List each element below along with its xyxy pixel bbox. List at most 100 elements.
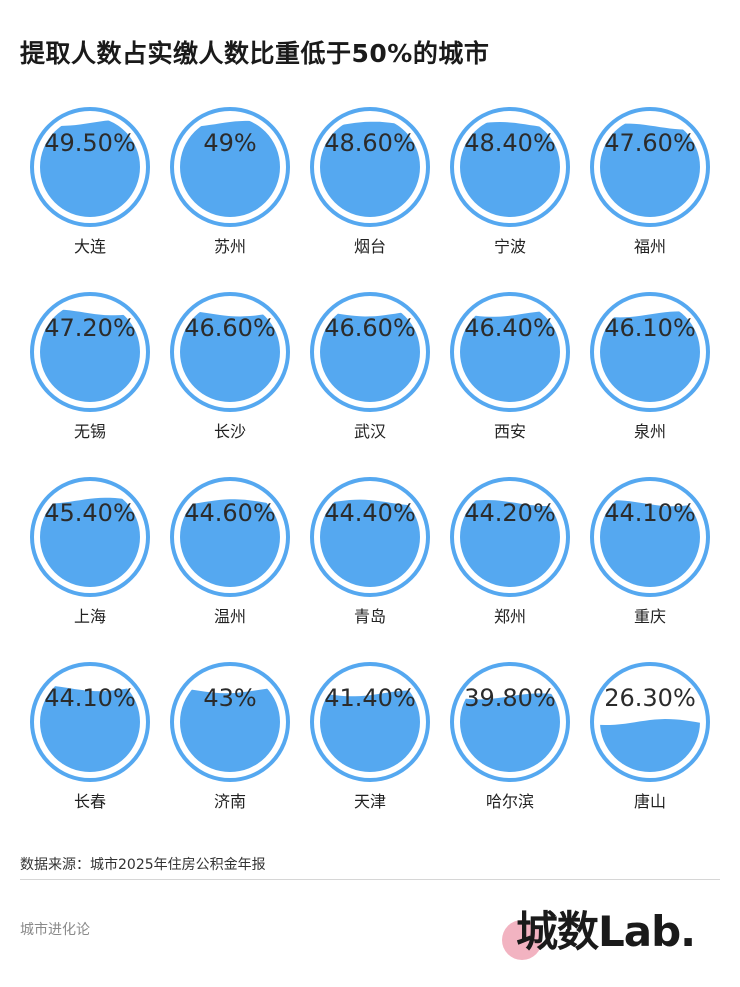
city-label: 武汉 bbox=[353, 422, 386, 441]
water-fill bbox=[460, 500, 560, 587]
value-label: 26.30% bbox=[604, 684, 696, 712]
water-fill bbox=[40, 685, 140, 772]
liquid-gauge: 43% bbox=[170, 662, 290, 782]
liquid-gauge: 26.30% bbox=[590, 662, 710, 782]
water-fill bbox=[600, 500, 700, 587]
gauge-item: 49% 苏州 bbox=[160, 105, 300, 290]
value-label: 47.60% bbox=[604, 129, 696, 157]
gauge-item: 26.30% 唐山 bbox=[580, 660, 720, 845]
value-label: 44.40% bbox=[324, 499, 416, 527]
gauge-item: 46.40% 西安 bbox=[440, 290, 580, 475]
liquid-gauge: 44.10% bbox=[30, 662, 150, 782]
value-label: 48.40% bbox=[464, 129, 556, 157]
liquid-gauge: 48.40% bbox=[450, 107, 570, 227]
liquid-gauge: 49% bbox=[170, 107, 290, 227]
value-label: 49.50% bbox=[44, 129, 136, 157]
liquid-gauge: 49.50% bbox=[30, 107, 150, 227]
gauge-item: 46.60% 武汉 bbox=[300, 290, 440, 475]
gauge-item: 46.60% 长沙 bbox=[160, 290, 300, 475]
water-fill bbox=[320, 121, 420, 217]
gauge-item: 46.10% 泉州 bbox=[580, 290, 720, 475]
liquid-gauge: 46.60% bbox=[170, 292, 290, 412]
gauge-item: 49.50% 大连 bbox=[20, 105, 160, 290]
value-label: 46.10% bbox=[604, 314, 696, 342]
value-label: 46.40% bbox=[464, 314, 556, 342]
gauge-item: 48.40% 宁波 bbox=[440, 105, 580, 290]
water-fill bbox=[180, 310, 280, 402]
gauge-item: 45.40% 上海 bbox=[20, 475, 160, 660]
value-label: 47.20% bbox=[44, 314, 136, 342]
city-label: 唐山 bbox=[633, 792, 666, 811]
water-fill bbox=[180, 687, 280, 772]
logo: 城数Lab. bbox=[502, 894, 722, 964]
liquid-gauge: 46.60% bbox=[310, 292, 430, 412]
city-label: 温州 bbox=[213, 607, 246, 626]
city-label: 天津 bbox=[353, 792, 386, 811]
value-label: 49% bbox=[203, 129, 256, 157]
water-fill bbox=[40, 309, 140, 402]
gauge-item: 48.60% 烟台 bbox=[300, 105, 440, 290]
city-label: 青岛 bbox=[353, 607, 386, 626]
value-label: 44.10% bbox=[44, 684, 136, 712]
liquid-gauge: 47.60% bbox=[590, 107, 710, 227]
gauge-item: 47.60% 福州 bbox=[580, 105, 720, 290]
liquid-gauge: 46.40% bbox=[450, 292, 570, 412]
footer-brand: 城市进化论 bbox=[20, 922, 90, 938]
city-label: 苏州 bbox=[213, 237, 246, 256]
water-fill bbox=[180, 499, 280, 587]
water-fill bbox=[320, 690, 420, 772]
liquid-gauge: 44.10% bbox=[590, 477, 710, 597]
value-label: 43% bbox=[203, 684, 256, 712]
water-fill bbox=[40, 120, 140, 217]
city-label: 宁波 bbox=[493, 237, 526, 256]
data-source: 数据来源：城市2025年住房公积金年报 bbox=[20, 857, 266, 873]
liquid-gauge: 48.60% bbox=[310, 107, 430, 227]
gauge-grid: 49.50% 大连 49% 苏州 48.60% 烟台 48.40% 宁波 47.60% 福州 47.… bbox=[20, 105, 720, 811]
value-label: 39.80% bbox=[464, 684, 556, 712]
liquid-gauge: 44.60% bbox=[170, 477, 290, 597]
city-label: 郑州 bbox=[493, 607, 526, 626]
water-fill bbox=[180, 120, 280, 217]
city-label: 长春 bbox=[73, 792, 106, 811]
value-label: 48.60% bbox=[324, 129, 416, 157]
water-fill bbox=[320, 499, 420, 587]
value-label: 44.60% bbox=[184, 499, 276, 527]
city-label: 哈尔滨 bbox=[485, 792, 534, 811]
city-label: 济南 bbox=[213, 792, 246, 811]
city-label: 泉州 bbox=[633, 422, 666, 441]
gauge-item: 41.40% 天津 bbox=[300, 660, 440, 845]
water-fill bbox=[460, 693, 560, 772]
logo-dot-icon bbox=[502, 920, 542, 960]
water-fill bbox=[600, 123, 700, 217]
city-label: 福州 bbox=[633, 237, 666, 256]
gauge-item: 43% 济南 bbox=[160, 660, 300, 845]
gauge-item: 47.20% 无锡 bbox=[20, 290, 160, 475]
liquid-gauge: 44.20% bbox=[450, 477, 570, 597]
city-label: 无锡 bbox=[73, 422, 106, 441]
value-label: 45.40% bbox=[44, 499, 136, 527]
water-fill bbox=[600, 311, 700, 402]
liquid-gauge: 39.80% bbox=[450, 662, 570, 782]
value-label: 44.10% bbox=[604, 499, 696, 527]
city-label: 西安 bbox=[493, 422, 526, 441]
liquid-gauge: 46.10% bbox=[590, 292, 710, 412]
page-title: 提取人数占实缴人数比重低于50%的城市 bbox=[20, 39, 490, 68]
city-label: 大连 bbox=[73, 237, 106, 256]
liquid-gauge: 47.20% bbox=[30, 292, 150, 412]
water-fill bbox=[320, 310, 420, 402]
value-label: 44.20% bbox=[464, 499, 556, 527]
city-label: 烟台 bbox=[353, 237, 386, 256]
value-label: 46.60% bbox=[184, 314, 276, 342]
liquid-gauge: 44.40% bbox=[310, 477, 430, 597]
gauge-item: 44.10% 重庆 bbox=[580, 475, 720, 660]
value-label: 46.60% bbox=[324, 314, 416, 342]
city-label: 长沙 bbox=[213, 422, 246, 441]
value-label: 41.40% bbox=[324, 684, 416, 712]
liquid-gauge: 41.40% bbox=[310, 662, 430, 782]
gauge-item: 44.40% 青岛 bbox=[300, 475, 440, 660]
gauge-item: 44.20% 郑州 bbox=[440, 475, 580, 660]
divider bbox=[20, 879, 720, 880]
city-label: 上海 bbox=[73, 607, 106, 626]
water-fill bbox=[600, 719, 700, 772]
logo-text: 城数Lab. bbox=[516, 907, 696, 956]
